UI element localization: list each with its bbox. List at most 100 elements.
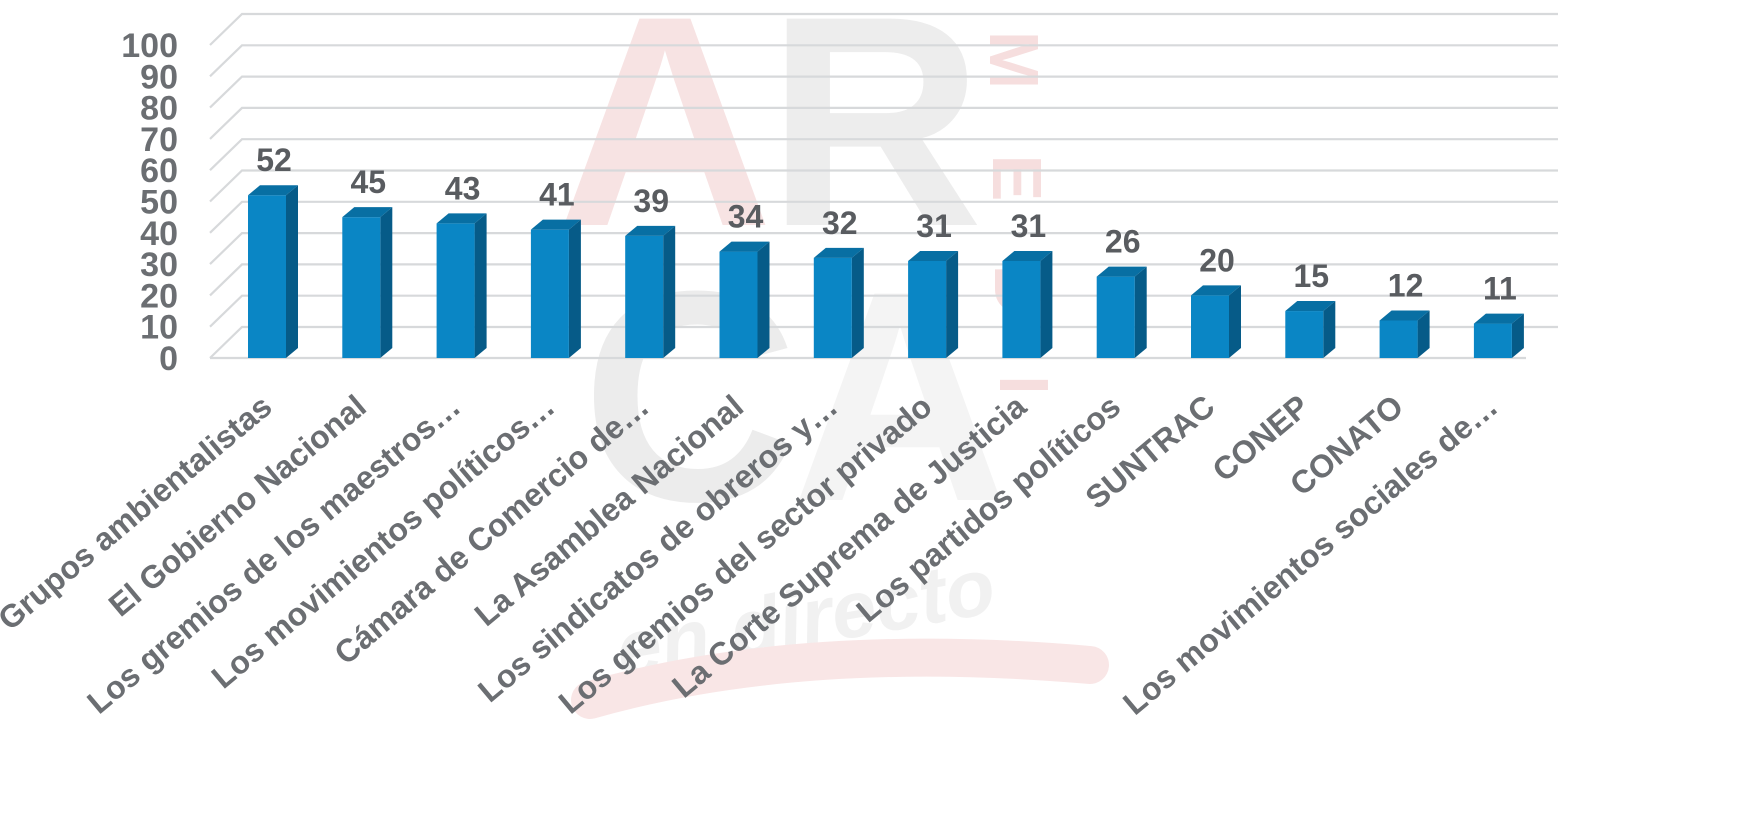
bar — [1096, 266, 1147, 358]
watermark-swoosh — [571, 638, 1109, 719]
bar-side — [757, 241, 770, 358]
bar-side — [663, 225, 676, 358]
bar — [1379, 310, 1430, 358]
bar-side — [568, 219, 581, 358]
bar — [436, 213, 487, 358]
bar-top — [1285, 301, 1336, 312]
bar-top — [1191, 285, 1241, 296]
y-tick-label: 40 — [140, 215, 178, 253]
y-tick-label: 50 — [140, 184, 178, 222]
bar-front — [813, 257, 852, 358]
data-label: 20 — [1199, 242, 1235, 278]
gridlines — [209, 12, 1558, 360]
data-label: 52 — [256, 142, 292, 178]
gridline — [209, 232, 1558, 265]
bar-side — [380, 207, 393, 358]
bar-side — [1511, 313, 1524, 358]
data-label: 39 — [633, 183, 669, 219]
data-label: 31 — [916, 208, 952, 244]
gridline — [209, 44, 1558, 78]
bar-top — [719, 241, 770, 252]
bar-side — [286, 185, 298, 358]
data-label: 45 — [351, 164, 387, 200]
bar — [1002, 250, 1053, 358]
gridline — [209, 263, 1558, 297]
y-tick-label: 20 — [140, 277, 178, 315]
data-label: 26 — [1105, 224, 1141, 260]
svg-text:E: E — [978, 155, 1056, 202]
bar-top — [1002, 250, 1053, 261]
gridline — [209, 169, 1558, 203]
bar-top — [1096, 266, 1147, 277]
bar-front — [342, 217, 381, 358]
bar-front — [1285, 311, 1324, 358]
bar — [813, 247, 864, 358]
bar-side — [474, 213, 487, 358]
bar — [530, 219, 581, 358]
bar — [248, 185, 298, 358]
data-label: 12 — [1388, 267, 1424, 303]
bar-side — [1417, 310, 1430, 358]
gridline — [209, 75, 1558, 109]
x-tick-label: Los movimientos políticos… — [205, 388, 562, 696]
y-tick-label: 70 — [140, 121, 178, 159]
bar-top — [908, 250, 959, 261]
bar-front — [719, 251, 758, 358]
y-tick-label: 0 — [159, 340, 178, 378]
bar-front — [248, 195, 286, 358]
svg-text:I: I — [985, 375, 1063, 394]
bar-front — [1379, 320, 1418, 358]
bar-front — [1096, 276, 1135, 358]
bars — [248, 185, 1524, 358]
bar-side — [1323, 301, 1336, 358]
y-tick-label: 60 — [140, 152, 178, 190]
bar-top — [1473, 313, 1524, 324]
bar-top — [1379, 310, 1430, 321]
bar — [1285, 301, 1336, 358]
y-tick-label: 10 — [140, 309, 178, 347]
bar-top — [530, 219, 581, 230]
bar-side — [1229, 285, 1241, 358]
bar-top — [342, 207, 393, 218]
data-label: 34 — [728, 199, 764, 235]
gridline — [209, 138, 1558, 171]
watermark-letter-r: R — [767, 0, 984, 289]
bar-top — [248, 185, 298, 196]
svg-text:M: M — [975, 31, 1053, 89]
data-label: 32 — [822, 205, 858, 241]
data-labels: 52 45 43 41 39 34 32 31 31 26 20 15 12 11 — [256, 142, 1517, 306]
bar-side — [1134, 266, 1147, 358]
bar-side — [851, 247, 864, 358]
bar — [342, 207, 393, 358]
bar-front — [1473, 323, 1512, 358]
data-label: 43 — [445, 170, 481, 206]
bar-front — [436, 223, 475, 358]
data-label: 15 — [1294, 258, 1330, 294]
bar-top — [436, 213, 487, 224]
data-label: 31 — [1011, 208, 1047, 244]
bar-top — [813, 247, 864, 258]
bar — [908, 250, 959, 358]
x-tick-label: Los gremios de los maestros… — [80, 388, 467, 721]
y-tick-label: 90 — [140, 58, 178, 96]
bar — [719, 241, 770, 358]
bar-top — [625, 225, 676, 236]
bar — [625, 225, 676, 358]
bar-front — [1002, 260, 1041, 358]
bar-front — [625, 235, 664, 358]
gridline — [209, 200, 1558, 234]
data-label: 41 — [539, 177, 575, 213]
bar-side — [1040, 250, 1053, 358]
gridline — [209, 12, 1558, 46]
gridline — [209, 106, 1558, 140]
bar-front — [530, 229, 569, 358]
bar-front — [1191, 295, 1229, 358]
y-tick-label: 100 — [121, 27, 178, 65]
y-tick-label: 80 — [140, 90, 178, 128]
bar — [1473, 313, 1524, 358]
y-tick-label: 30 — [140, 246, 178, 284]
bar-side — [946, 250, 959, 358]
bar-front — [908, 260, 947, 358]
